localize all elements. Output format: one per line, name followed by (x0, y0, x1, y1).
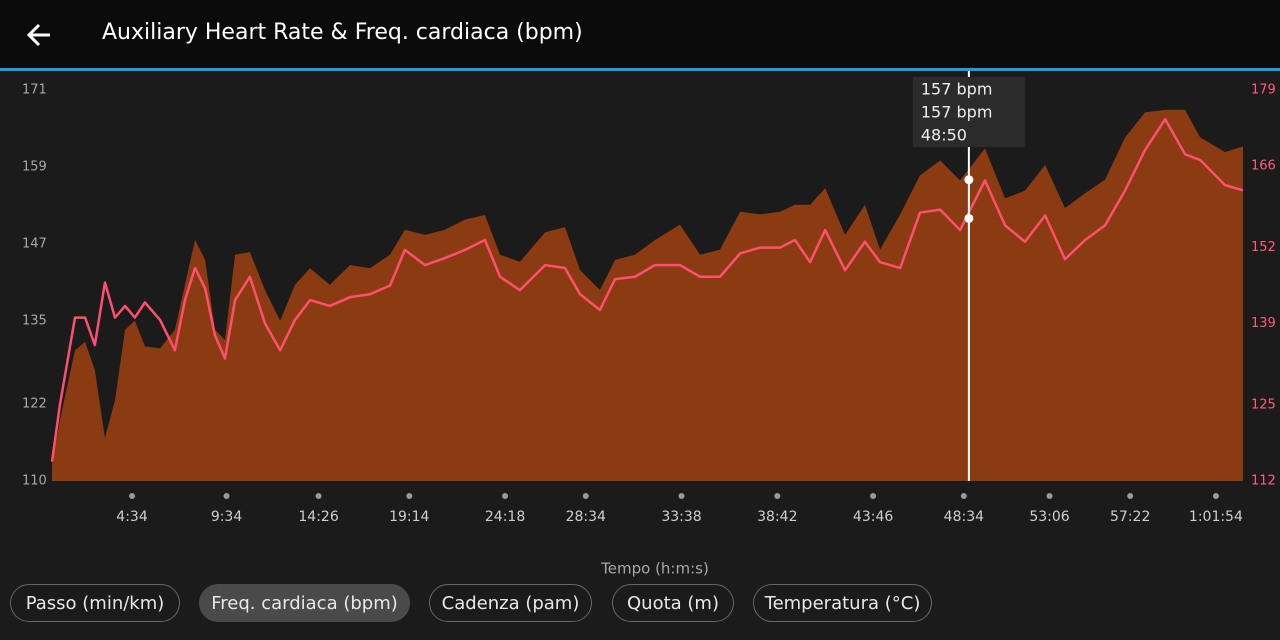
x-tick-dot (1212, 493, 1219, 499)
chart: 110 122 135 147 159 171 112 125 139 152 166 179 4:34… (22, 71, 1276, 578)
x-tick-dot (223, 493, 230, 499)
tab[interactable]: Freq. cardiaca (bpm) (199, 584, 410, 622)
tooltip-value: 157 bpm (921, 103, 993, 122)
x-tick-label: 48:34 (944, 509, 984, 525)
y-tick-label: 135 (22, 313, 47, 328)
y-tick-label: 122 (22, 397, 47, 412)
y-tick-label: 110 (22, 474, 47, 489)
y2-tick-label: 139 (1251, 316, 1276, 331)
x-tick-label: 4:34 (116, 509, 148, 525)
x-tick-dot (315, 493, 322, 499)
tooltip (912, 77, 1025, 147)
x-tick-label: 19:14 (389, 509, 429, 525)
back-button[interactable] (24, 20, 54, 50)
x-tick-label: 9:34 (211, 509, 243, 525)
tab[interactable]: Quota (m) (612, 584, 734, 622)
x-tick-label: 43:46 (853, 509, 893, 525)
cursor-dot (964, 175, 974, 185)
tab[interactable]: Passo (min/km) (10, 584, 180, 622)
y-tick-label: 159 (22, 159, 47, 174)
title: Auxiliary Heart Rate & Freq. cardiaca (b… (102, 20, 583, 45)
tooltip-value: 157 bpm (921, 80, 993, 99)
y2-tick-label: 152 (1251, 240, 1276, 255)
x-tick-label: 1:01:54 (1189, 509, 1243, 525)
x-axis-label: Tempo (h:m:s) (600, 560, 709, 578)
x-tick-label: 28:34 (566, 509, 606, 525)
x-tick-label: 38:42 (757, 509, 797, 525)
y-tick-label: 147 (22, 236, 47, 251)
tab[interactable]: Temperatura (°C) (753, 584, 932, 622)
area (52, 109, 1243, 482)
y2-tick-label: 166 (1251, 158, 1276, 173)
x-tick-dot (774, 493, 781, 499)
x-tick-label: 24:18 (485, 509, 525, 525)
x-tick-dot (406, 493, 413, 499)
x-tick-dot (502, 493, 509, 499)
header: Auxiliary Heart Rate & Freq. cardiaca (b… (0, 0, 1280, 71)
x-tick-label: 53:06 (1029, 509, 1069, 525)
tooltip-time: 48:50 (921, 126, 967, 145)
x-tick-label: 57:22 (1110, 509, 1150, 525)
tab-bar: Passo (min/km) Freq. cardiaca (bpm) Cadenz… (0, 584, 1280, 624)
y-tick-label: 171 (22, 83, 47, 98)
x-tick-dot (582, 493, 589, 499)
x-tick-dot (678, 493, 685, 499)
cursor-dot (964, 213, 974, 223)
y2-tick-label: 125 (1251, 398, 1276, 413)
x-tick-dot (1046, 493, 1053, 499)
x-tick-dot (129, 493, 136, 499)
x-tick-dot (870, 493, 877, 499)
x-tick-dot (960, 493, 967, 499)
y2-tick-label: 112 (1251, 474, 1276, 489)
x-tick-label: 14:26 (298, 509, 338, 525)
line (50, 117, 1244, 462)
x-tick-label: 33:38 (661, 509, 701, 525)
x-tick-dot (1127, 493, 1134, 499)
tab[interactable]: Cadenza (pam) (429, 584, 592, 622)
y2-tick-label: 179 (1251, 83, 1276, 98)
